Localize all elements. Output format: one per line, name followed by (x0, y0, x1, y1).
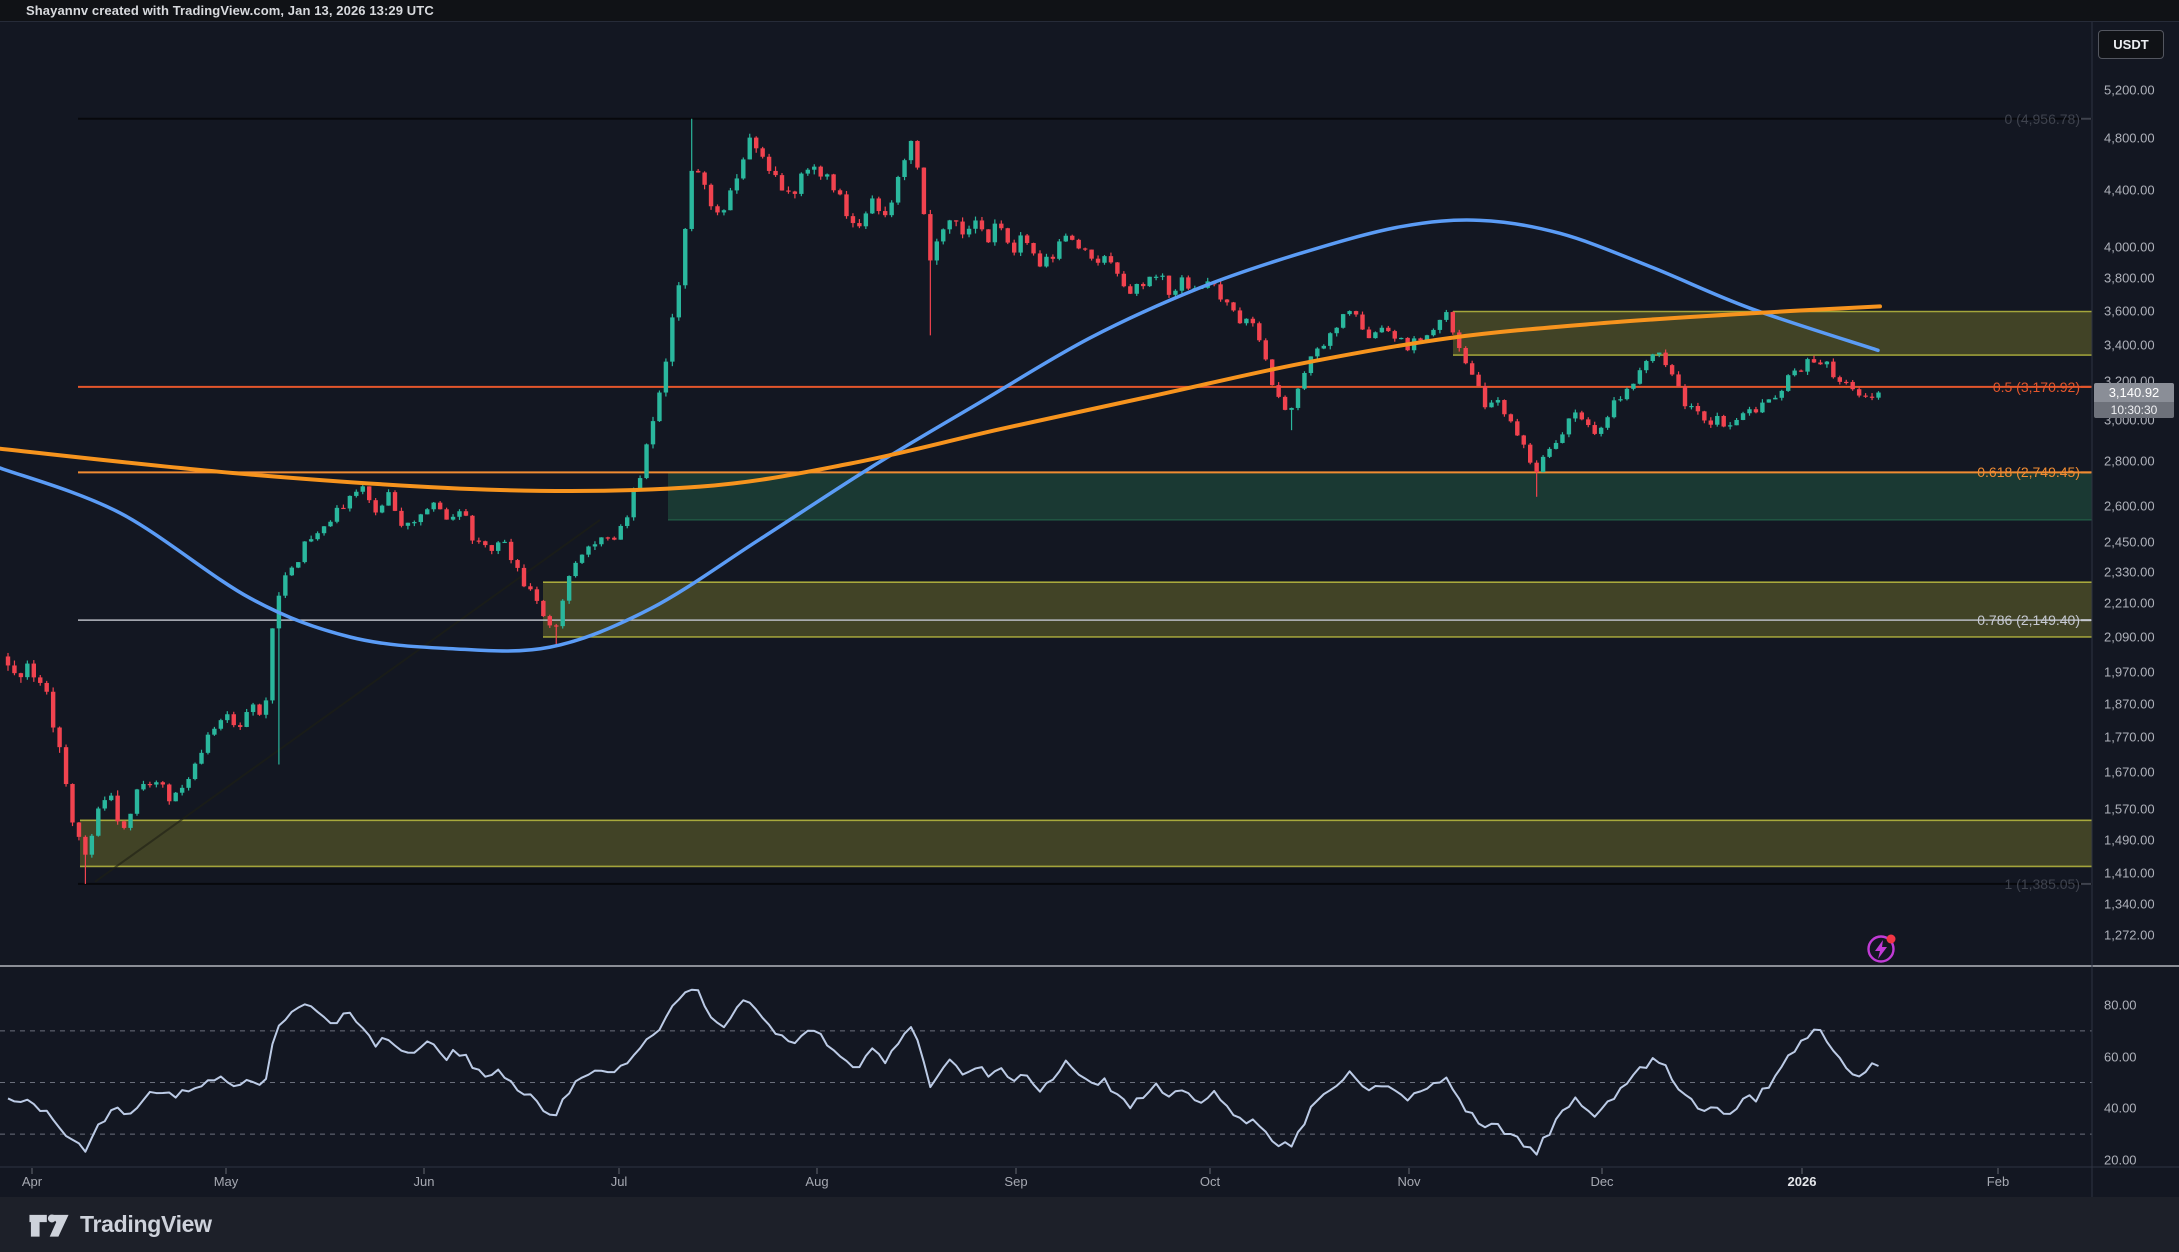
price-tick-label: 1,490.00 (2104, 832, 2155, 848)
price-tick-label: 2,210.00 (2104, 595, 2155, 611)
demand-zone-green (668, 472, 2092, 520)
time-tick-label: 2026 (1787, 1174, 1817, 1189)
time-tick-label: Sep (1004, 1174, 1028, 1189)
time-tick-label: Jul (610, 1174, 628, 1189)
fib-label-1: 1 (1,385.05) (2004, 875, 2081, 892)
trendline[interactable] (94, 519, 601, 883)
price-tick-label: 1,770.00 (2104, 729, 2155, 745)
price-tick-label: 1,340.00 (2104, 896, 2155, 912)
price-tick-label: 1,570.00 (2104, 801, 2155, 817)
price-tick-label: 4,800.00 (2104, 130, 2155, 146)
price-tick-label: 1,870.00 (2104, 696, 2155, 712)
header-credit: Shayannv created with TradingView.com, J… (0, 0, 2179, 22)
time-tick-label: Apr (21, 1174, 43, 1189)
demand-zone-mid (543, 582, 2092, 637)
rsi-tick-label: 20.00 (2104, 1152, 2137, 1168)
ma-slow-line[interactable] (0, 304, 1882, 494)
last-price-value: 3,140.92 (2094, 382, 2174, 402)
fib-label-0.618: 0.618 (2,749.45) (1977, 464, 2080, 481)
fib-label-0.5: 0.5 (3,170.92) (1992, 378, 2080, 395)
price-tick-label: 3,400.00 (2104, 337, 2155, 353)
price-tick-label: 2,450.00 (2104, 534, 2155, 550)
price-tick-label: 2,600.00 (2104, 498, 2155, 514)
price-tick-label: 4,000.00 (2104, 239, 2155, 255)
price-tick-label: 2,330.00 (2104, 564, 2155, 580)
bar-countdown: 10:30:30 (2094, 401, 2174, 418)
rsi-tick-label: 60.00 (2104, 1049, 2137, 1065)
bottom-bar: TradingView (0, 1197, 2179, 1252)
time-tick-label: Nov (1397, 1174, 1421, 1189)
price-tick-label: 1,970.00 (2104, 664, 2155, 680)
price-tick-label: 5,200.00 (2104, 82, 2155, 98)
flash-alert-button[interactable] (1862, 929, 1900, 967)
price-tick-label: 1,272.00 (2104, 927, 2155, 943)
time-tick-label: Aug (805, 1174, 829, 1189)
flash-icon (1867, 934, 1896, 963)
rsi-tick-label: 80.00 (2104, 997, 2137, 1013)
time-tick-label: Feb (1986, 1174, 2010, 1189)
time-tick-label: May (213, 1174, 239, 1189)
rsi-line[interactable] (7, 988, 1879, 1156)
price-tick-label: 1,410.00 (2104, 865, 2155, 881)
time-tick-label: Dec (1590, 1174, 1614, 1189)
supply-zone (1453, 311, 2092, 356)
price-tick-label: 2,800.00 (2104, 453, 2155, 469)
price-tick-label: 3,800.00 (2104, 270, 2155, 286)
price-tick-label: 3,600.00 (2104, 303, 2155, 319)
time-axis[interactable] (0, 1167, 2179, 1197)
price-tick-label: 1,670.00 (2104, 764, 2155, 780)
price-tick-label: 4,400.00 (2104, 182, 2155, 198)
quote-currency-badge[interactable]: USDT (2098, 30, 2164, 59)
rsi-tick-label: 40.00 (2104, 1100, 2137, 1116)
fib-label-0: 0 (4,956.78) (2004, 110, 2081, 127)
demand-zone-low (80, 820, 2092, 867)
ma-fast-line[interactable] (0, 218, 1880, 653)
price-tick-label: 2,090.00 (2104, 629, 2155, 645)
last-price-badge: 3,140.92 10:30:30 (2094, 382, 2174, 418)
fib-label-0.786: 0.786 (2,149.40) (1977, 612, 2080, 629)
tradingview-logo-text[interactable]: TradingView (80, 1211, 212, 1237)
tradingview-logo-icon[interactable] (28, 1207, 70, 1243)
time-tick-label: Oct (1199, 1174, 1221, 1189)
time-tick-label: Jun (413, 1174, 435, 1189)
